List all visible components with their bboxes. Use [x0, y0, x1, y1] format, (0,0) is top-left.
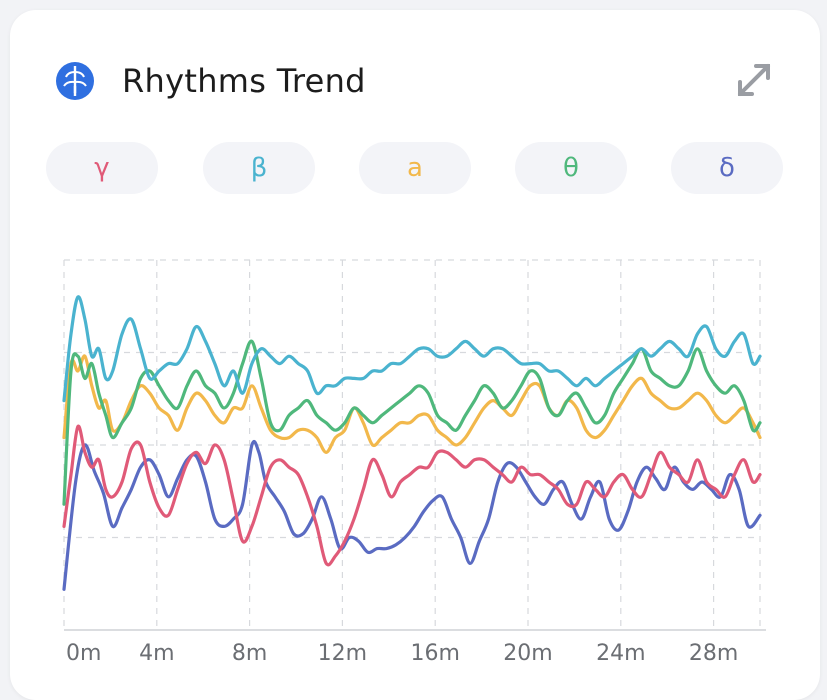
rhythm-tabs: γ β a θ δ — [46, 142, 786, 196]
page-title: Rhythms Trend — [122, 62, 366, 100]
brain-icon — [56, 62, 94, 100]
tab-label: δ — [719, 153, 735, 183]
tab-label: β — [250, 153, 268, 183]
x-tick-label: 0m — [66, 641, 101, 666]
x-tick-label: 20m — [503, 641, 552, 666]
tab-label: a — [407, 153, 423, 183]
tab-delta[interactable]: δ — [671, 142, 783, 194]
x-tick-label: 16m — [410, 641, 459, 666]
tab-alpha[interactable]: a — [359, 142, 471, 194]
x-tick-label: 24m — [596, 641, 645, 666]
tab-theta[interactable]: θ — [515, 142, 627, 194]
series-line-4 — [62, 295, 762, 403]
x-tick-label: 4m — [139, 641, 174, 666]
tab-gamma[interactable]: γ — [46, 142, 158, 194]
tab-beta[interactable]: β — [203, 142, 315, 194]
tab-label: θ — [563, 153, 579, 183]
series-line-1 — [62, 424, 762, 567]
expand-icon[interactable] — [734, 60, 774, 100]
card-header: Rhythms Trend — [10, 10, 820, 140]
series-line-2 — [62, 354, 762, 454]
x-tick-label: 12m — [318, 641, 367, 666]
x-tick-label: 8m — [232, 641, 267, 666]
tab-label: γ — [94, 153, 110, 183]
rhythms-line-chart: 0m 4m 8m 12m 16m 20m 24m 28m — [62, 259, 766, 666]
x-tick-label: 28m — [689, 641, 738, 666]
rhythms-trend-card: Rhythms Trend γ β a θ δ 0m 4m 8m 12m 16m 20m 2… — [10, 10, 820, 700]
series-line-0 — [62, 440, 762, 591]
